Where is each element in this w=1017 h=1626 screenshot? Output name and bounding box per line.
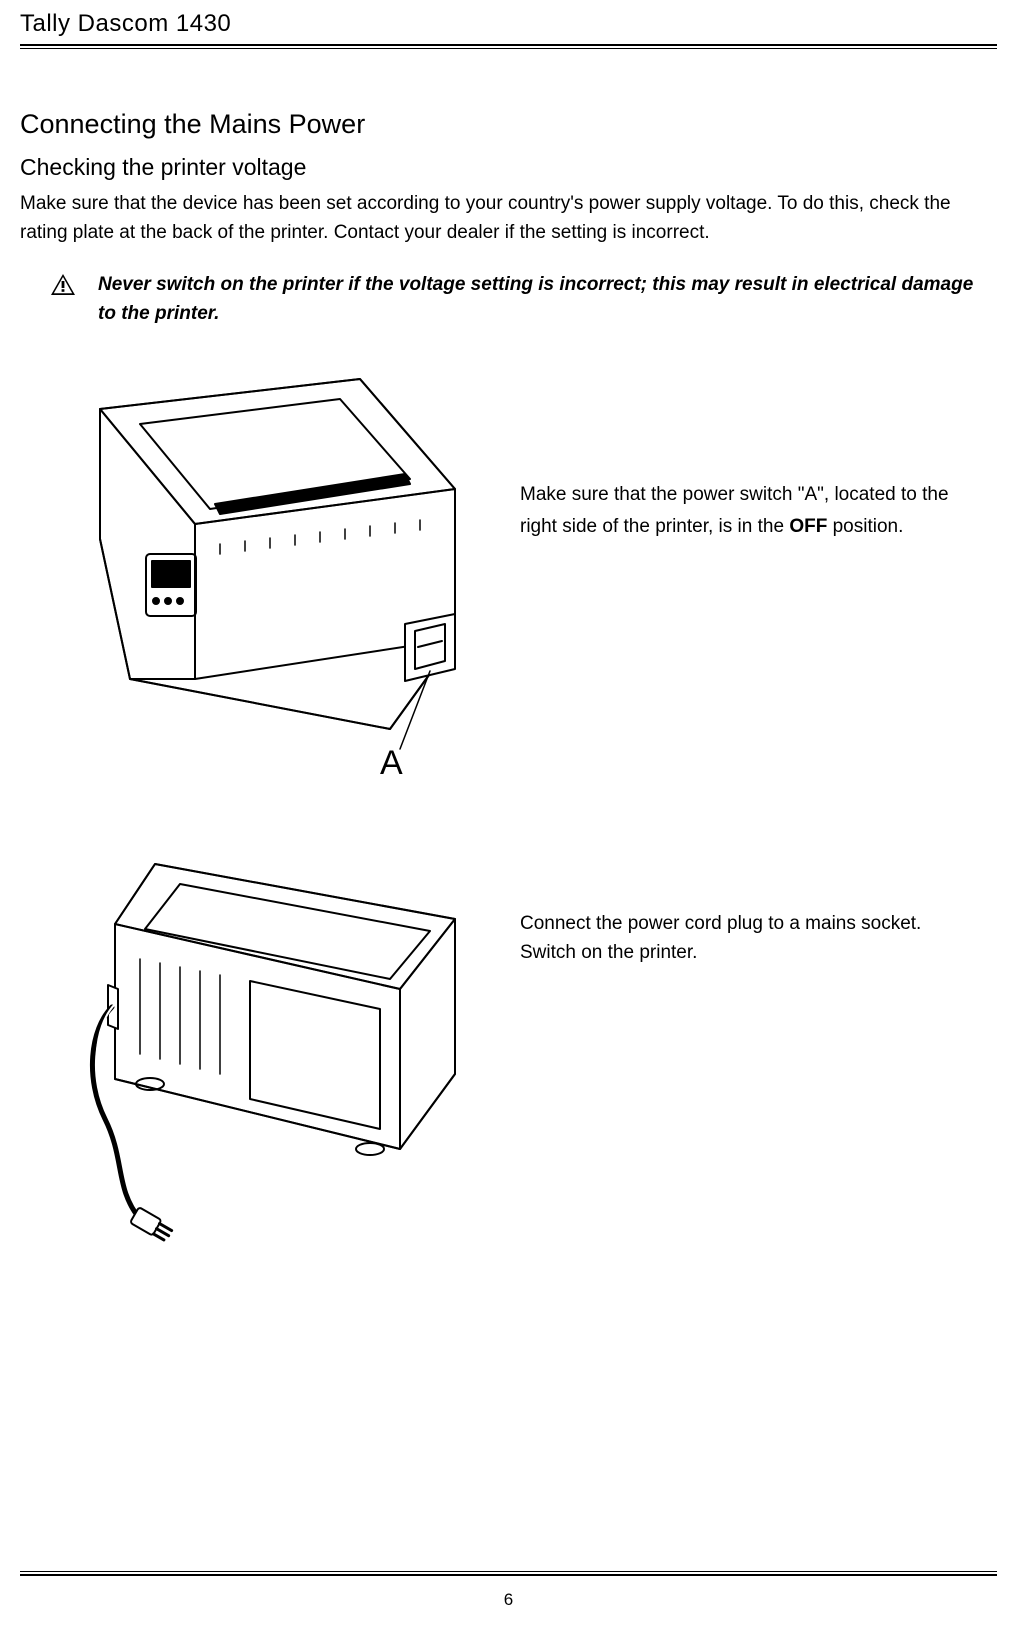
step-1: A Make sure that the power switch "A", l… — [20, 369, 997, 789]
product-title: Tally Dascom 1430 — [20, 10, 997, 44]
warning-icon — [50, 273, 76, 297]
step-2-text: Connect the power cord plug to a mains s… — [520, 829, 997, 968]
page-number: 6 — [20, 1590, 997, 1610]
manual-page: Tally Dascom 1430 Connecting the Mains P… — [0, 0, 1017, 1626]
step1-off-word: OFF — [789, 516, 827, 537]
subsection-heading: Checking the printer voltage — [20, 154, 997, 181]
printer-switch-figure: A — [60, 369, 490, 789]
intro-paragraph: Make sure that the device has been set a… — [20, 189, 997, 248]
step1-text-after: position. — [827, 516, 903, 537]
header-rule — [20, 44, 997, 49]
warning-block: Never switch on the printer if the volta… — [20, 270, 997, 329]
step-2: Connect the power cord plug to a mains s… — [20, 829, 997, 1249]
step-1-text: Make sure that the power switch "A", loc… — [520, 369, 997, 544]
warning-text: Never switch on the printer if the volta… — [98, 270, 987, 329]
page-footer: 6 — [20, 1531, 997, 1610]
footer-rule — [20, 1571, 997, 1576]
callout-label-a: A — [380, 744, 403, 782]
section-heading: Connecting the Mains Power — [20, 109, 997, 140]
printer-cord-figure — [60, 829, 490, 1249]
